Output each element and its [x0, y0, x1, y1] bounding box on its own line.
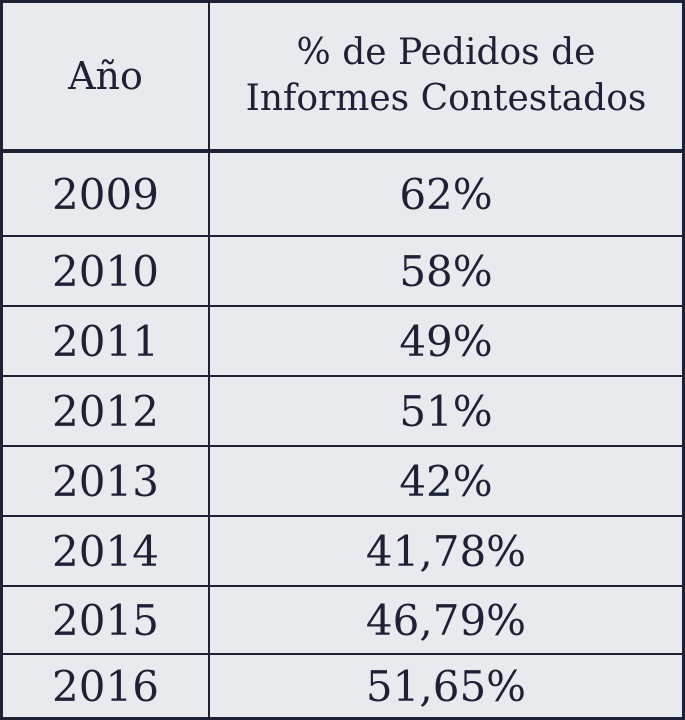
- table-header-row: Año % de Pedidos de Informes Contestados: [3, 3, 682, 151]
- percent-cell: 58%: [399, 246, 493, 296]
- percent-cell: 51%: [399, 386, 493, 436]
- table-row: 2015 46,79%: [3, 585, 682, 653]
- percent-cell: 41,78%: [365, 526, 527, 576]
- year-cell: 2014: [3, 517, 210, 585]
- percent-cell: 51,65%: [365, 661, 527, 711]
- year-cell: 2015: [3, 587, 210, 653]
- table-row: 2009 62%: [3, 151, 682, 235]
- year-cell: 2010: [3, 237, 210, 305]
- year-cell: 2013: [3, 447, 210, 515]
- year-cell: 2009: [3, 153, 210, 235]
- column-header-percent: % de Pedidos de Informes Contestados: [245, 32, 647, 119]
- percent-cell: 49%: [399, 316, 493, 366]
- year-cell: 2011: [3, 307, 210, 375]
- percent-cell: 42%: [399, 456, 493, 506]
- year-cell: 2012: [3, 377, 210, 445]
- table-row: 2016 51,65%: [3, 653, 682, 717]
- column-header-year: Año: [3, 3, 210, 149]
- percent-cell: 46,79%: [365, 595, 527, 645]
- year-cell: 2016: [3, 655, 210, 717]
- percent-cell: 62%: [399, 169, 493, 219]
- table-row: 2013 42%: [3, 445, 682, 515]
- table-row: 2012 51%: [3, 375, 682, 445]
- table-row: 2011 49%: [3, 305, 682, 375]
- table-row: 2010 58%: [3, 235, 682, 305]
- table-row: 2014 41,78%: [3, 515, 682, 585]
